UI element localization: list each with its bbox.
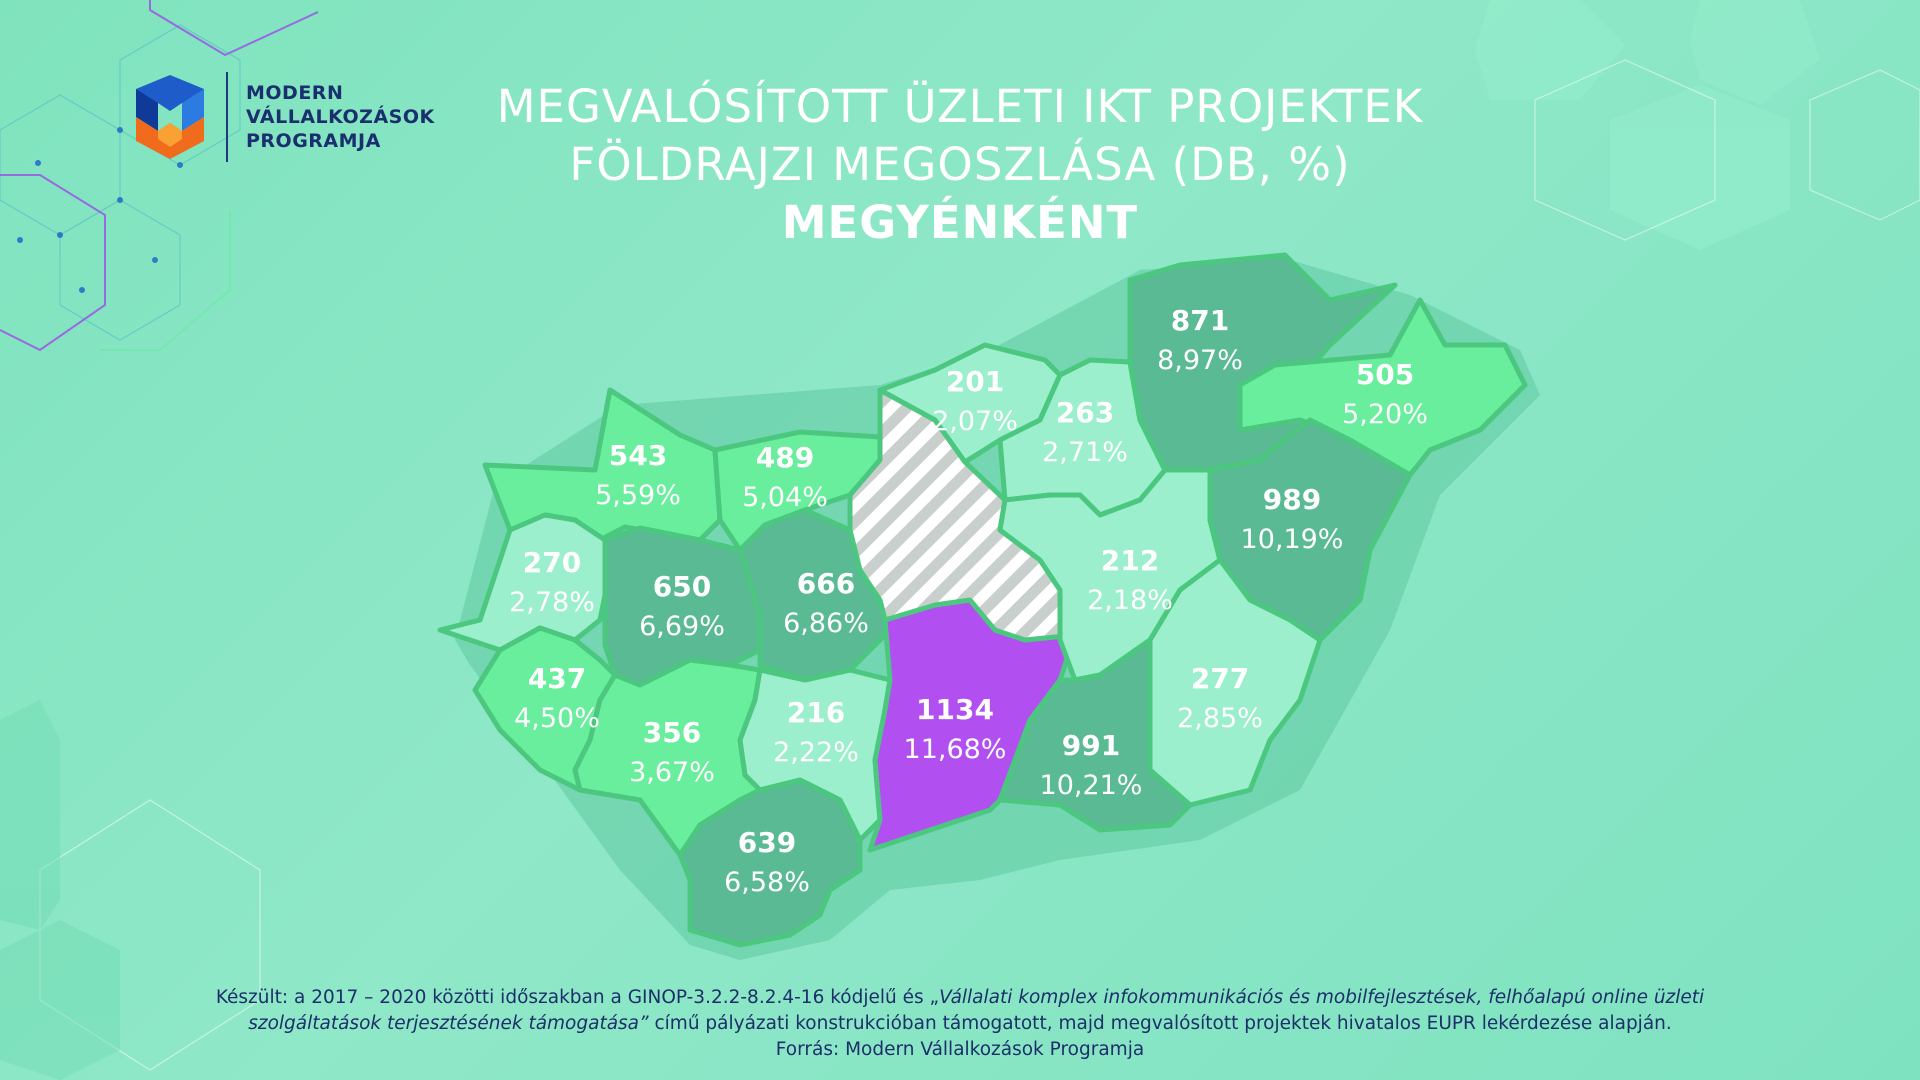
nograd-count: 201 [946,365,1004,398]
komarom-count: 489 [756,441,814,474]
komarom-pct: 5,04% [742,482,828,513]
somogy-count: 356 [643,716,701,749]
label-veszprem: 650 6,69% [639,570,725,642]
logo-divider [226,72,228,162]
title-line-1: MEGVALÓSÍTOTT ÜZLETI IKT PROJEKTEK [496,80,1424,133]
baranya-count: 639 [738,826,796,859]
csongrad-pct: 10,21% [1040,770,1143,801]
title-line-3: MEGYÉNKÉNT [781,196,1139,249]
tolna-count: 216 [787,696,845,729]
label-szabolcs: 505 5,20% [1342,358,1428,430]
csongrad-count: 991 [1062,729,1120,762]
county-csongrad [997,637,1193,833]
label-fejer: 666 6,86% [783,567,869,639]
borsod-count: 871 [1171,304,1229,337]
label-zala: 437 4,50% [514,662,600,734]
footnote-source: Forrás: Modern Vállalkozások Programja [775,1039,1145,1060]
jasz-count: 212 [1101,544,1159,577]
label-bekes: 277 2,85% [1177,662,1263,734]
label-bacs: 1134 11,68% [904,693,1007,765]
label-csongrad: 991 10,21% [1040,729,1143,801]
nograd-pct: 2,07% [932,406,1018,437]
veszprem-pct: 6,69% [639,611,725,642]
footnote-line-1: Készült: a 2017 – 2020 közötti időszakba… [215,987,1705,1008]
program-logo: MODERN VÁLLALKOZÁSOK PROGRAMJA [130,72,435,162]
label-vas: 270 2,78% [509,546,595,618]
logo-text: MODERN VÁLLALKOZÁSOK PROGRAMJA [246,82,435,152]
label-baranya: 639 6,58% [724,826,810,898]
tolna-pct: 2,22% [773,737,859,768]
borsod-pct: 8,97% [1157,345,1243,376]
jasz-pct: 2,18% [1087,585,1173,616]
source-footnote: Készült: a 2017 – 2020 közötti időszakba… [150,985,1770,1063]
county-baranya [677,777,863,948]
label-heves: 263 2,71% [1042,396,1128,468]
label-gyor: 543 5,59% [595,439,681,511]
gyor-pct: 5,59% [595,480,681,511]
baranya-pct: 6,58% [724,867,810,898]
logo-mark-icon [136,75,204,159]
bacs-count: 1134 [916,693,994,726]
label-komarom: 489 5,04% [742,441,828,513]
vas-pct: 2,78% [509,587,595,618]
label-borsod: 871 8,97% [1157,304,1243,376]
title-line-2: FÖLDRAJZI MEGOSZLÁSA (DB, %) [569,138,1351,191]
zala-pct: 4,50% [514,703,600,734]
hajdu-count: 989 [1263,483,1321,516]
veszprem-count: 650 [653,570,711,603]
gyor-count: 543 [609,439,667,472]
hajdu-pct: 10,19% [1241,524,1344,555]
footnote-line-2: szolgáltatások terjesztésének támogatása… [248,1013,1672,1034]
szabolcs-pct: 5,20% [1342,399,1428,430]
heves-pct: 2,71% [1042,437,1128,468]
page-title: MEGVALÓSÍTOTT ÜZLETI IKT PROJEKTEK FÖLDR… [400,78,1520,252]
bekes-count: 277 [1191,662,1249,695]
label-somogy: 356 3,67% [629,716,715,788]
fejer-pct: 6,86% [783,608,869,639]
heves-count: 263 [1056,396,1114,429]
fejer-count: 666 [797,567,855,600]
somogy-pct: 3,67% [629,757,715,788]
county-vas [437,512,613,653]
label-jasz: 212 2,18% [1087,544,1173,616]
county-komarom [712,429,883,553]
szabolcs-count: 505 [1356,358,1414,391]
zala-count: 437 [528,662,586,695]
label-nograd: 201 2,07% [932,365,1018,437]
vas-count: 270 [523,546,581,579]
bekes-pct: 2,85% [1177,703,1263,734]
label-hajdu: 989 10,19% [1241,483,1344,555]
bacs-pct: 11,68% [904,734,1007,765]
label-tolna: 216 2,22% [773,696,859,768]
